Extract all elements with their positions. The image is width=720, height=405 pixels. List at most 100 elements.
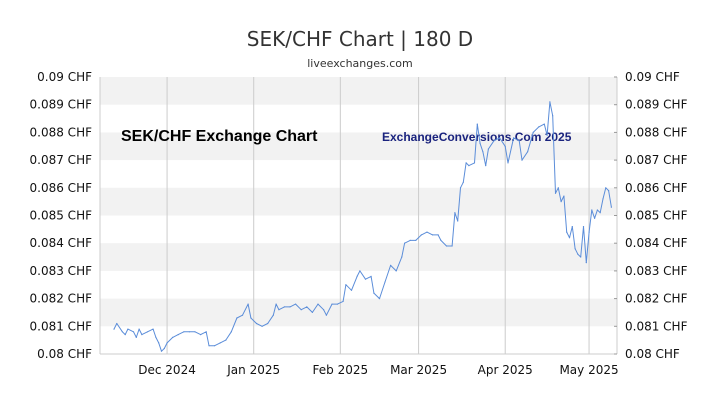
data-point [113, 328, 115, 330]
data-point [163, 347, 165, 350]
data-point [323, 309, 325, 311]
data-point [409, 239, 411, 241]
chart-title: SEK/CHF Chart | 180 D [247, 27, 473, 51]
data-point [390, 264, 392, 266]
y-tick-label-left: 0.084 CHF [30, 236, 93, 250]
y-tick-label-left: 0.08 CHF [37, 347, 92, 361]
data-point [599, 212, 601, 214]
data-point [482, 151, 484, 153]
data-point [563, 195, 565, 197]
data-point [384, 281, 386, 283]
data-point [591, 209, 593, 211]
data-point [325, 314, 327, 316]
data-point [342, 300, 344, 302]
data-point [300, 309, 302, 311]
data-point [602, 198, 604, 200]
data-point [574, 248, 576, 250]
data-point [546, 134, 548, 136]
data-point [350, 289, 353, 291]
data-point [476, 123, 478, 125]
data-point [605, 187, 607, 189]
grid-band [100, 187, 617, 216]
data-point [135, 336, 137, 338]
data-point [554, 192, 557, 194]
data-point [487, 148, 489, 150]
data-point [457, 220, 459, 222]
data-point [155, 336, 157, 338]
data-point [459, 187, 462, 189]
data-point [172, 336, 174, 338]
data-point [445, 245, 448, 247]
data-point [527, 151, 529, 153]
data-point [132, 331, 135, 333]
data-point [420, 234, 422, 236]
data-point [437, 234, 439, 236]
y-tick-label-right: 0.08 CHF [625, 347, 680, 361]
y-tick-label-left: 0.085 CHF [30, 209, 93, 223]
x-tick-label: Apr 2025 [478, 363, 533, 377]
grid-bands [100, 77, 617, 327]
data-point [152, 328, 154, 330]
plot-area [113, 101, 613, 352]
y-tick-label-right: 0.086 CHF [625, 181, 688, 195]
data-point [219, 342, 221, 344]
y-tick-label-left: 0.089 CHF [30, 98, 93, 112]
y-tick-label-right: 0.09 CHF [625, 70, 680, 84]
data-point [121, 331, 123, 333]
y-axis-ticks: 0.09 CHF 0.09 CHF 0.089 CHF 0.089 CHF 0.088 … [30, 70, 688, 361]
data-point [532, 131, 534, 133]
data-point [364, 278, 367, 280]
data-point [513, 137, 515, 139]
y-tick-label-right: 0.087 CHF [625, 153, 688, 167]
data-point [267, 322, 269, 325]
data-point [359, 270, 361, 272]
x-tick-label: May 2025 [559, 363, 618, 377]
data-point [247, 303, 249, 305]
data-point [415, 239, 417, 241]
data-point [278, 309, 280, 311]
grid-band [100, 132, 617, 161]
x-tick-label: Jan 2025 [226, 363, 280, 377]
data-point [345, 284, 347, 286]
data-point [289, 306, 291, 308]
data-point [552, 115, 554, 117]
data-point [580, 256, 582, 258]
data-point [124, 334, 126, 336]
data-point [468, 165, 470, 167]
data-point [272, 314, 274, 316]
data-point [214, 345, 216, 347]
x-axis-ticks: Dec 2024 Jan 2025 Feb 2025 Mar 2025 Apr 2025… [138, 363, 618, 377]
data-point [230, 331, 232, 333]
data-point [205, 331, 207, 333]
watermark-left: SEK/CHF Exchange Chart [121, 128, 318, 145]
y-tick-label-right: 0.088 CHF [625, 125, 688, 139]
data-point [194, 331, 196, 333]
data-point [499, 137, 501, 139]
data-point [183, 331, 185, 333]
data-point [521, 159, 523, 161]
data-point [317, 303, 319, 305]
data-point [378, 298, 381, 300]
data-point [241, 314, 244, 316]
data-point [261, 325, 263, 327]
data-point [571, 226, 573, 228]
data-point [504, 145, 506, 147]
data-point [336, 303, 339, 305]
data-point [451, 245, 453, 247]
data-point [479, 142, 481, 145]
data-point [138, 328, 140, 330]
data-point [306, 306, 308, 308]
data-point [566, 231, 568, 233]
data-point [373, 292, 375, 294]
data-point [141, 334, 143, 336]
data-point [473, 162, 476, 164]
data-point [462, 181, 464, 183]
data-point [311, 311, 313, 313]
data-point [188, 331, 190, 333]
y-tick-label-left: 0.088 CHF [30, 125, 93, 139]
data-point [404, 242, 406, 244]
data-point [116, 322, 118, 325]
data-point [518, 140, 520, 142]
data-point [585, 262, 587, 264]
